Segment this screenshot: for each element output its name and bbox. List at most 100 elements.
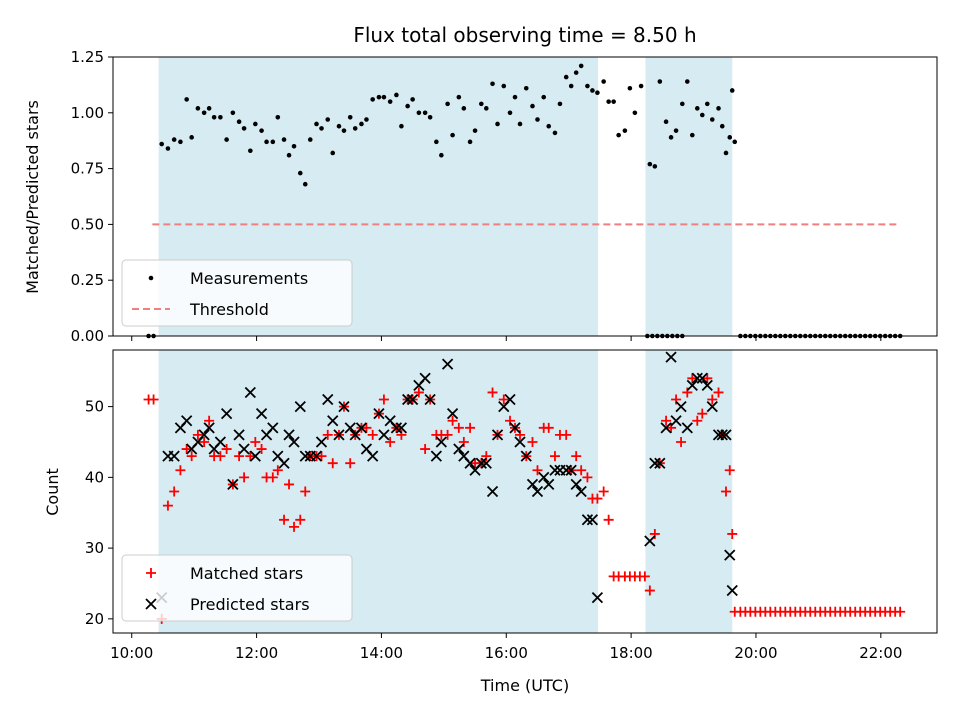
ratio-x-ticks: [131, 336, 882, 341]
measurement-point: [253, 121, 258, 127]
predicted-stars-point: [419, 372, 431, 384]
matched-stars-point: [713, 387, 724, 398]
matched-stars-point: [603, 514, 614, 525]
matched-stars-point: [192, 429, 203, 440]
matched-stars-point: [598, 486, 609, 497]
predicted-stars-point: [570, 478, 582, 491]
predicted-stars-point: [686, 379, 698, 392]
y-tick-label: 0.25: [71, 271, 104, 289]
matched-stars-point: [661, 415, 672, 426]
measurement-point: [699, 112, 705, 118]
predicted-stars-point: [283, 429, 295, 441]
measurement-point: [281, 137, 287, 142]
matched-stars-point: [385, 436, 396, 447]
matched-stars-point: [707, 394, 718, 405]
measurement-point: [601, 79, 606, 84]
predicted-stars-point: [670, 415, 682, 427]
matched-stars-point: [181, 444, 192, 455]
matched-stars-point: [644, 585, 655, 596]
matched-stars-point: [549, 451, 560, 462]
measurement-point: [483, 106, 489, 111]
measurement-point: [427, 114, 433, 120]
predicted-stars-point: [726, 584, 738, 597]
matched-stars-point: [169, 486, 180, 497]
predicted-stars-point: [581, 514, 594, 526]
measurement-point: [495, 121, 500, 127]
measurement-point: [680, 101, 685, 107]
ratio-y-axis-label: Matched/Predicted stars: [23, 100, 42, 294]
measurement-point: [364, 117, 369, 122]
measurement-point: [622, 128, 628, 133]
predicted-stars-point: [701, 379, 713, 392]
predicted-stars-point: [299, 450, 311, 462]
measurement-point: [297, 170, 303, 176]
matched-stars-point: [576, 465, 587, 476]
measurement-point: [206, 106, 212, 111]
measurement-point: [732, 139, 738, 145]
ratio-panel: 0.00 0.25 0.50 0.75 1.00 1.25 Matched/Predict…: [23, 48, 938, 345]
predicted-stars-point: [233, 429, 245, 441]
measurement-point: [568, 83, 574, 89]
measurement-point: [381, 94, 387, 100]
matched-stars-point: [413, 387, 424, 398]
matched-stars-point: [289, 521, 300, 532]
measurement-point: [387, 99, 393, 104]
predicted-stars-point: [724, 549, 736, 561]
predicted-stars-point: [565, 464, 577, 476]
predicted-stars-point: [526, 478, 539, 491]
measurement-point: [719, 123, 725, 129]
measurement-point: [211, 114, 217, 120]
predicted-stars-point: [464, 457, 476, 469]
measurement-point: [422, 110, 428, 116]
measurement-point: [638, 83, 644, 89]
measurement-point: [218, 114, 223, 120]
predicted-stars-point: [716, 429, 728, 441]
measurement-point: [663, 119, 669, 125]
matched-stars-point: [148, 394, 159, 405]
predicted-stars-point: [338, 400, 350, 413]
matched-stars-point: [361, 422, 372, 433]
matched-stars-point: [327, 458, 338, 469]
measurement-point: [224, 137, 229, 142]
matched-stars-point: [676, 436, 687, 447]
predicted-stars-point: [681, 422, 693, 434]
predicted-stars-point: [480, 457, 492, 469]
matched-stars-point: [453, 422, 464, 433]
legend-box: [121, 554, 353, 622]
measurement-point: [319, 126, 324, 131]
matched-stars-point: [692, 415, 703, 426]
predicted-stars-point: [591, 591, 604, 604]
measurement-point: [512, 94, 518, 100]
x-tick-label: 10:00: [110, 644, 153, 662]
measurement-point: [729, 88, 735, 93]
predicted-stars-point: [198, 429, 210, 441]
legend-label: Matched stars: [190, 564, 303, 583]
x-tick-label: 20:00: [734, 644, 777, 662]
measurement-point: [595, 90, 600, 96]
measurement-point: [616, 132, 621, 138]
predicted-stars-point: [675, 400, 687, 413]
count-panel: 20 30 40 50 10:00 12:00 14:00 16:00 18:00 20:00 2…: [43, 349, 938, 662]
measurement-point: [657, 79, 663, 84]
measurement-point: [302, 181, 308, 187]
measurement-point: [445, 101, 450, 107]
predicted-stars-point: [220, 408, 233, 420]
measurement-point: [727, 135, 733, 140]
measurement-point: [689, 132, 695, 138]
y-tick-label: 20: [85, 610, 104, 628]
y-tick-label: 0.75: [71, 160, 104, 178]
predicted-stars-point: [288, 436, 300, 448]
predicted-stars-point: [267, 422, 279, 434]
matched-stars-point: [447, 415, 458, 426]
predicted-stars-point: [531, 485, 544, 498]
matched-stars-point: [162, 500, 173, 511]
matched-stars-point: [204, 415, 215, 426]
matched-stars-point: [186, 451, 197, 462]
matched-stars-point: [465, 422, 476, 433]
predicted-stars-point: [395, 422, 408, 434]
measurement-point: [530, 103, 535, 109]
predicted-stars-point: [249, 450, 261, 462]
predicted-stars-point: [310, 450, 323, 462]
predicted-stars-point: [406, 393, 419, 406]
x-tick-label: 14:00: [360, 644, 403, 662]
